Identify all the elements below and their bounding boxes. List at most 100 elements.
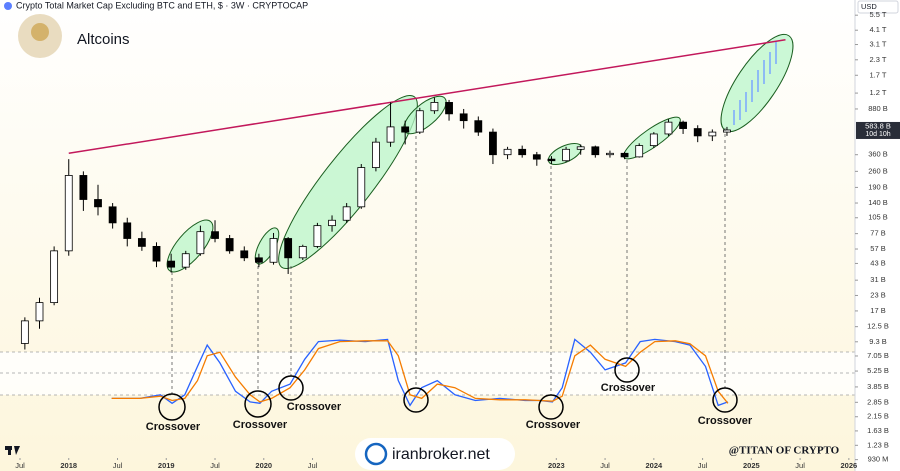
candle-body [357, 167, 366, 208]
watermark-icon [364, 442, 388, 466]
y-tick-label: 2.15 B [867, 412, 889, 421]
candle-body [269, 238, 278, 263]
currency: USD [861, 2, 877, 11]
candle-body [181, 253, 190, 268]
candle-body [664, 121, 673, 135]
candle-body [94, 199, 102, 208]
candle-body [635, 145, 644, 158]
candle-body [445, 102, 453, 115]
candle-body [211, 231, 219, 239]
y-tick-label: 1.2 T [870, 88, 887, 97]
avatar-face [31, 23, 49, 41]
candle-body [284, 238, 293, 259]
candle-body [693, 128, 702, 137]
candle-body [532, 154, 541, 160]
y-tick-label: 2.3 T [870, 55, 887, 64]
projection-bars [733, 42, 777, 125]
x-tick-label: Jul [795, 461, 805, 470]
candle-body [430, 102, 439, 112]
candle-body [298, 245, 307, 259]
x-tick-label: 2023 [548, 461, 565, 470]
annotation: Crossover [287, 401, 342, 413]
candle-body [459, 113, 468, 122]
candle-body [123, 222, 132, 239]
y-tick-label: 77 B [870, 229, 885, 238]
y-tick-label: 12.5 B [867, 322, 889, 331]
y-tick-label: 140 B [868, 198, 888, 207]
candle-body [489, 131, 497, 156]
y-tick-label: 2.85 B [867, 397, 889, 406]
candle-body [547, 158, 556, 162]
y-tick-label: 880 B [868, 104, 888, 113]
candle-body [474, 120, 483, 133]
candle-body [518, 148, 527, 156]
candle-body [679, 121, 687, 129]
x-tick-label: 2025 [743, 461, 760, 470]
last-price-label: 583.8 B [865, 121, 891, 130]
trendline [68, 39, 786, 155]
currency-box[interactable] [857, 0, 899, 14]
candle-body [79, 175, 88, 200]
candle-body [167, 260, 176, 268]
candle-body [196, 231, 205, 255]
x-tick-label: Jul [308, 461, 318, 470]
price-axis [855, 0, 900, 471]
y-tick-label: 57 B [870, 244, 885, 253]
candle-body [313, 225, 322, 247]
y-tick-label: 105 B [868, 213, 888, 222]
candle-body [50, 250, 59, 304]
y-tick-label: 930 M [868, 455, 889, 464]
candle-body [503, 148, 512, 156]
candle-body [415, 110, 424, 133]
y-tick-label: 1.63 B [867, 426, 889, 435]
annotation: Crossover [146, 421, 201, 433]
y-tick-label: 9.3 B [869, 337, 887, 346]
candle-body [152, 245, 161, 262]
y-tick-label: 31 B [870, 275, 885, 284]
y-tick-label: 17 B [870, 306, 885, 315]
candle-body [401, 126, 410, 133]
y-tick-label: 360 B [868, 150, 888, 159]
x-tick-label: Jul [113, 461, 123, 470]
countdown: 10d 10h [865, 131, 890, 138]
candle-body [20, 320, 29, 344]
candle-body [576, 146, 585, 150]
x-tick-label: 2020 [255, 461, 272, 470]
x-tick-label: 2026 [841, 461, 858, 470]
y-tick-label: 5.5 T [870, 10, 887, 19]
candle-body [649, 133, 658, 147]
candle-body [240, 250, 249, 259]
candle-body [372, 141, 380, 168]
x-tick-label: Jul [698, 461, 708, 470]
watermark: @TITAN OF CRYPTO [729, 445, 840, 457]
candle-body [225, 238, 234, 252]
y-tick-label: 3.85 B [867, 382, 889, 391]
candle-body [35, 302, 44, 322]
candle-body [108, 206, 117, 224]
signal-lines [171, 128, 726, 395]
tv-logo [5, 446, 20, 455]
annotation: Crossover [601, 382, 656, 394]
watermark-pill [355, 438, 515, 470]
x-tick-label: 2024 [645, 461, 663, 470]
candle-body [606, 152, 614, 156]
annotation: Crossover [698, 415, 753, 427]
candle-body [562, 148, 570, 162]
chart-label: Altcoins [77, 31, 130, 48]
y-tick-label: 4.1 T [870, 25, 887, 34]
x-tick-label: Jul [15, 461, 25, 470]
y-tick-label: 3.1 T [870, 40, 887, 49]
candle-body [591, 146, 600, 156]
symbol-icon [4, 2, 12, 10]
candle-body [620, 152, 629, 158]
last-price-box [856, 121, 900, 139]
candle-body [342, 206, 351, 221]
watermark: iranbroker.net [392, 446, 490, 463]
candle-body [723, 129, 731, 133]
y-tick-label: 7.05 B [867, 351, 889, 360]
candle-body [64, 175, 73, 252]
x-tick-label: Jul [210, 461, 220, 470]
crossover-circles [158, 357, 738, 421]
candle-body [386, 126, 395, 143]
